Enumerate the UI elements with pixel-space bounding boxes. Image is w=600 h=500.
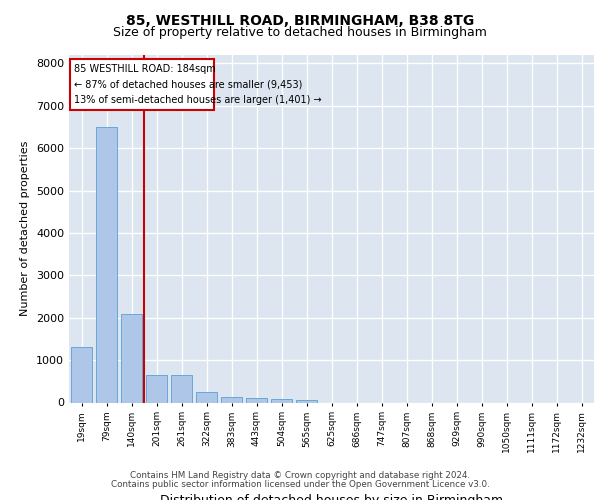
Bar: [121, 314, 142, 402]
Bar: [221, 397, 242, 402]
Bar: [146, 376, 167, 402]
Text: 85, WESTHILL ROAD, BIRMINGHAM, B38 8TG: 85, WESTHILL ROAD, BIRMINGHAM, B38 8TG: [126, 14, 474, 28]
Bar: [71, 348, 92, 403]
Text: 85 WESTHILL ROAD: 184sqm
← 87% of detached houses are smaller (9,453)
13% of sem: 85 WESTHILL ROAD: 184sqm ← 87% of detach…: [74, 64, 322, 106]
Y-axis label: Number of detached properties: Number of detached properties: [20, 141, 31, 316]
Text: Contains public sector information licensed under the Open Government Licence v3: Contains public sector information licen…: [110, 480, 490, 489]
Bar: [96, 127, 117, 402]
Bar: [171, 376, 192, 402]
Text: Contains HM Land Registry data © Crown copyright and database right 2024.: Contains HM Land Registry data © Crown c…: [130, 471, 470, 480]
Bar: [271, 398, 292, 402]
X-axis label: Distribution of detached houses by size in Birmingham: Distribution of detached houses by size …: [160, 494, 503, 500]
Bar: [296, 400, 317, 402]
Text: Size of property relative to detached houses in Birmingham: Size of property relative to detached ho…: [113, 26, 487, 39]
Bar: [196, 392, 217, 402]
FancyBboxPatch shape: [70, 59, 214, 110]
Bar: [246, 398, 267, 402]
